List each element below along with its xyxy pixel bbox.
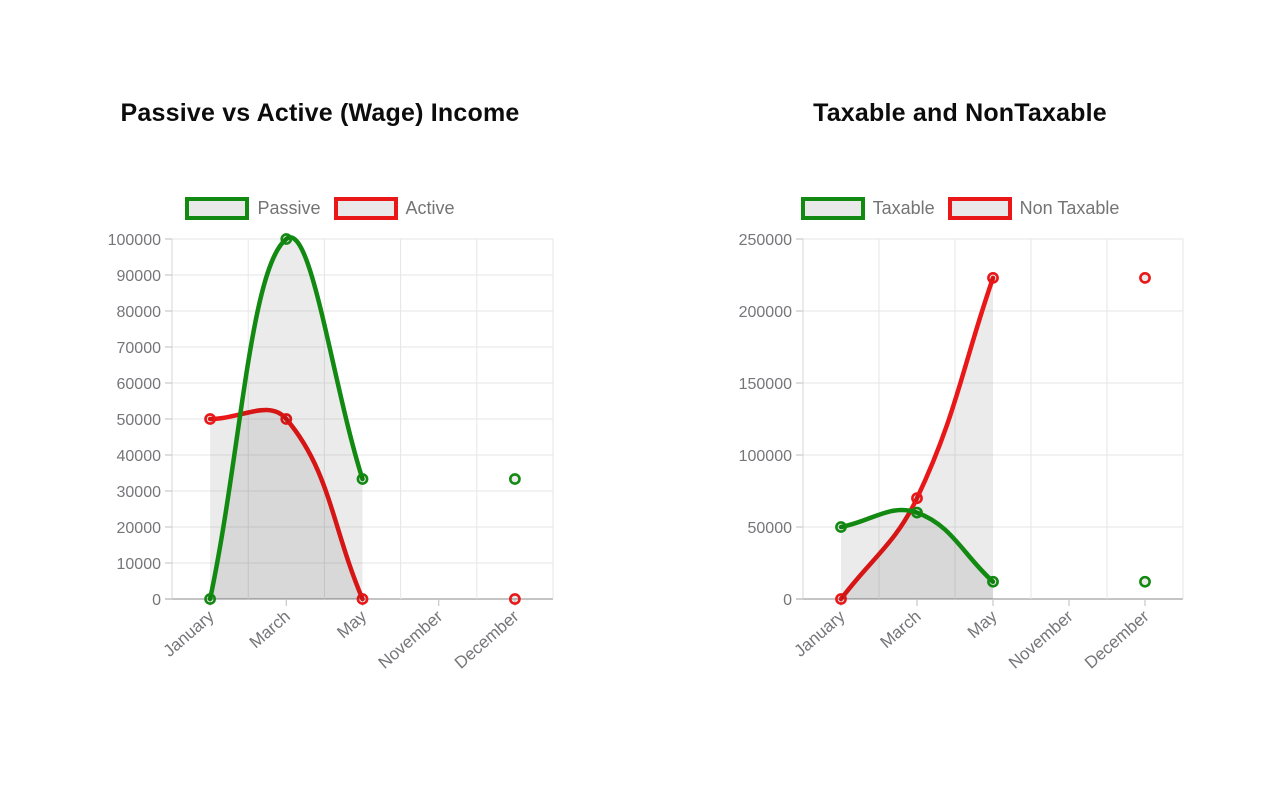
svg-text:10000: 10000 <box>117 556 162 573</box>
svg-text:70000: 70000 <box>117 340 162 357</box>
svg-text:30000: 30000 <box>117 484 162 501</box>
legend-swatch-passive <box>185 197 250 220</box>
passive-active-line-chart[interactable]: 0 10000 20000 30000 40000 50000 60000 70000 8000… <box>0 0 640 800</box>
legend-swatch-active <box>333 197 398 220</box>
svg-text:150000: 150000 <box>739 376 792 393</box>
legend-item-active[interactable]: Active <box>333 197 455 220</box>
legend-item-passive[interactable]: Passive <box>185 197 321 220</box>
legend-label-passive: Passive <box>257 198 321 218</box>
legend-swatch-nontaxable <box>947 197 1012 220</box>
svg-text:November: November <box>1005 606 1077 672</box>
chart-passive-active: Passive vs Active (Wage) Income Passive … <box>0 0 640 800</box>
svg-text:December: December <box>451 606 523 672</box>
svg-text:90000: 90000 <box>117 268 162 285</box>
svg-text:250000: 250000 <box>739 232 792 249</box>
svg-text:20000: 20000 <box>117 520 162 537</box>
svg-text:May: May <box>333 606 370 642</box>
svg-text:January: January <box>791 606 849 660</box>
svg-text:100000: 100000 <box>108 232 161 249</box>
legend-item-nontaxable[interactable]: Non Taxable <box>947 197 1120 220</box>
svg-text:50000: 50000 <box>748 520 793 537</box>
svg-text:200000: 200000 <box>739 304 792 321</box>
svg-text:60000: 60000 <box>117 376 162 393</box>
svg-text:March: March <box>877 607 925 652</box>
svg-text:0: 0 <box>152 592 161 609</box>
legend-swatch-taxable <box>800 197 865 220</box>
svg-text:March: March <box>246 607 294 652</box>
legend-label-nontaxable: Non Taxable <box>1019 198 1120 218</box>
legend-label-taxable: Taxable <box>872 198 935 218</box>
chart-title-taxable-nontaxable: Taxable and NonTaxable <box>813 99 1107 127</box>
chart-title-passive-active: Passive vs Active (Wage) Income <box>120 99 520 127</box>
svg-text:November: November <box>375 606 447 672</box>
svg-text:80000: 80000 <box>117 304 162 321</box>
svg-text:0: 0 <box>783 592 792 609</box>
legend-label-active: Active <box>405 198 455 218</box>
legend-item-taxable[interactable]: Taxable <box>800 197 935 220</box>
svg-text:50000: 50000 <box>117 412 162 429</box>
svg-text:December: December <box>1081 606 1153 672</box>
legend-passive-active: Passive Active <box>0 197 640 220</box>
taxable-nontaxable-line-chart[interactable]: 0 50000 100000 150000 200000 250000 January Mar… <box>640 0 1280 800</box>
legend-taxable-nontaxable: Taxable Non Taxable <box>640 197 1280 220</box>
svg-text:100000: 100000 <box>739 448 792 465</box>
svg-text:January: January <box>160 606 218 660</box>
svg-text:May: May <box>964 606 1001 642</box>
svg-text:40000: 40000 <box>117 448 162 465</box>
chart-taxable-nontaxable: Taxable and NonTaxable Taxable Non Taxab… <box>640 0 1280 800</box>
